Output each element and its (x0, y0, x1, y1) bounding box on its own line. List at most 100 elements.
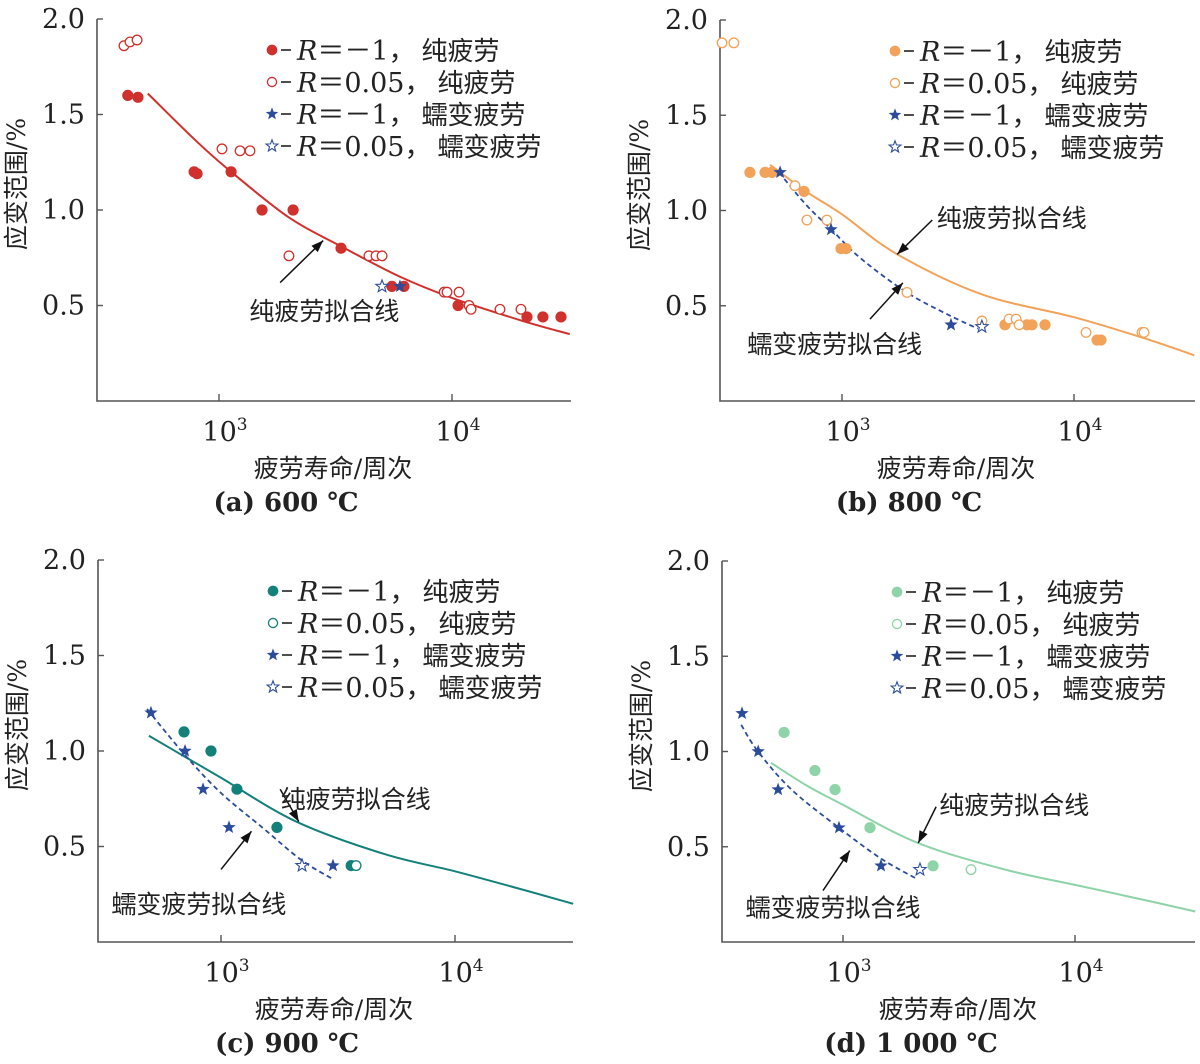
legend-label: R＝－1， 蠕变疲劳 (921, 642, 1151, 673)
data-point-pure-R-neg1 (225, 166, 237, 178)
data-point-pure-R-005 (465, 303, 477, 315)
data-point-pure-R-neg1 (744, 166, 756, 178)
data-point-pure-R-005 (131, 34, 143, 46)
y-axis-title: 应变范围/% (2, 118, 31, 250)
data-point-pure-R-neg1 (271, 821, 283, 834)
arrowhead-icon (288, 809, 299, 822)
legend-item: R＝－1， 纯疲劳 (891, 578, 1125, 609)
data-point-pure-R-005 (376, 250, 388, 262)
arrowhead-icon (240, 831, 252, 844)
axes (721, 561, 1195, 943)
pure-fatigue-fit-line (770, 762, 1196, 913)
arrowhead-icon (918, 830, 928, 843)
data-point-pure-R-005 (801, 214, 813, 226)
y-tick-label: 2.0 (667, 546, 710, 577)
data-point-pure-R-005 (716, 37, 728, 49)
data-point-creep-R-005 (974, 318, 990, 334)
legend-item: R＝0.05， 纯疲劳 (267, 609, 516, 640)
x-tick-label: 104 (1058, 956, 1103, 989)
data-point-pure-R-005 (789, 180, 801, 192)
legend-label: R＝0.05， 蠕变疲劳 (297, 673, 542, 704)
data-point-creep-R-neg1 (773, 165, 787, 179)
x-axis-title: 疲劳寿命/周次 (254, 454, 412, 483)
data-point-creep-R-neg1 (832, 820, 846, 834)
data-point-creep-R-005 (374, 278, 390, 293)
legend-item: R＝0.05， 蠕变疲劳 (889, 674, 1166, 705)
legend-marker-creep-R-005 (265, 679, 281, 694)
panel-d: 0.5 1.0 1.5 2.0 103 104 疲劳寿命/周次 应变范围/% (d) 1 000… (627, 546, 1196, 1059)
legend-item: R＝－1， 蠕变疲劳 (888, 101, 1149, 132)
legend-label: R＝0.05， 蠕变疲劳 (921, 674, 1166, 705)
data-point-creep-R-neg1 (196, 782, 210, 795)
data-point-pure-R-005 (1013, 319, 1025, 331)
y-tick-label: 1.5 (665, 100, 708, 131)
legend-marker-creep-R-neg1 (890, 649, 904, 662)
data-point-pure-R-neg1 (452, 299, 464, 312)
panel-b: 0.5 1.0 1.5 2.0 103 104 疲劳寿命/周次 应变范围/% (b) 800 ℃… (625, 5, 1195, 518)
y-tick-label: 0.5 (43, 832, 86, 863)
legend-label: R＝－1， 蠕变疲劳 (919, 101, 1149, 132)
legend-label: R＝－1， 蠕变疲劳 (297, 641, 527, 672)
annotation-label: 蠕变疲劳拟合线 (746, 894, 921, 923)
data-point-creep-R-neg1 (771, 782, 785, 796)
data-point-creep-R-neg1 (824, 222, 838, 236)
pure-fatigue-fit-line (148, 734, 574, 905)
legend-item: R＝0.05， 纯疲劳 (889, 69, 1138, 100)
y-tick-label: 1.0 (665, 196, 708, 227)
pure-fatigue-fit-line (769, 163, 1195, 357)
data-point-pure-R-005 (234, 145, 246, 157)
panel-caption: (d) 1 000 ℃ (824, 1029, 997, 1059)
data-point-pure-R-neg1 (1039, 319, 1051, 331)
data-point-pure-R-neg1 (829, 783, 841, 796)
legend-item: R＝0.05， 纯疲劳 (891, 610, 1140, 641)
data-point-pure-R-005 (1080, 326, 1092, 338)
legend-item: R＝0.05， 蠕变疲劳 (887, 133, 1164, 164)
legend-item: R＝0.05， 纯疲劳 (266, 68, 515, 99)
legend-label: R＝0.05， 纯疲劳 (296, 68, 515, 99)
data-point-pure-R-neg1 (864, 822, 876, 834)
y-tick-label: 1.5 (667, 641, 710, 672)
legend-item: R＝－1， 蠕变疲劳 (890, 642, 1151, 673)
data-point-creep-R-neg1 (751, 744, 765, 758)
panel-c: 0.5 1.0 1.5 2.0 103 104 疲劳寿命/周次 应变范围/% (c) 900 ℃… (3, 545, 574, 1059)
data-point-pure-R-neg1 (521, 311, 533, 323)
y-tick-label: 0.5 (665, 291, 708, 322)
legend-item: R＝－1， 蠕变疲劳 (266, 641, 527, 672)
data-point-creep-R-005 (912, 861, 928, 877)
y-tick-label: 1.0 (667, 737, 710, 768)
data-point-creep-R-neg1 (178, 744, 192, 757)
creep-fatigue-fit-line (740, 724, 918, 880)
legend-marker-pure-R-neg1 (266, 44, 278, 56)
data-point-pure-R-neg1 (1026, 319, 1038, 331)
legend-label: R＝0.05， 纯疲劳 (297, 609, 516, 640)
legend-item: R＝－1， 纯疲劳 (266, 36, 500, 67)
annotation-label: 纯疲劳拟合线 (249, 297, 399, 326)
y-tick-label: 2.0 (665, 5, 708, 36)
y-tick-label: 1.0 (43, 736, 86, 767)
legend-item: R＝－1， 蠕变疲劳 (265, 100, 526, 131)
data-point-pure-R-005 (350, 860, 362, 872)
legend-item: R＝0.05， 蠕变疲劳 (265, 673, 542, 704)
data-point-pure-R-neg1 (1095, 334, 1107, 346)
data-point-pure-R-005 (728, 37, 740, 49)
legend-marker-creep-R-neg1 (265, 107, 279, 120)
legend-item: R＝－1， 纯疲劳 (267, 577, 501, 608)
legend-marker-creep-R-neg1 (888, 108, 902, 121)
legend-marker-pure-R-neg1 (891, 586, 903, 598)
data-point-pure-R-005 (441, 286, 453, 298)
annotation-label: 纯疲劳拟合线 (281, 785, 431, 814)
legend-label: R＝－1， 纯疲劳 (919, 37, 1123, 68)
x-axis-title: 疲劳寿命/周次 (255, 995, 413, 1024)
panel-caption: (b) 800 ℃ (836, 488, 982, 518)
legend-item: R＝0.05， 蠕变疲劳 (264, 132, 541, 163)
arrowhead-icon (839, 850, 850, 864)
panel-caption: (a) 600 ℃ (214, 488, 359, 518)
data-point-pure-R-neg1 (287, 204, 299, 216)
y-tick-label: 1.0 (42, 195, 85, 226)
panel-a: 0.5 1.0 1.5 2.0 103 104 疲劳寿命/周次 应变范围/% (a) 600 ℃… (2, 4, 571, 518)
y-tick-label: 1.5 (42, 100, 85, 131)
data-point-pure-R-005 (1138, 326, 1150, 338)
creep-fatigue-fit-line (778, 171, 979, 330)
data-point-creep-R-neg1 (326, 858, 340, 872)
data-point-pure-R-005 (494, 303, 506, 315)
